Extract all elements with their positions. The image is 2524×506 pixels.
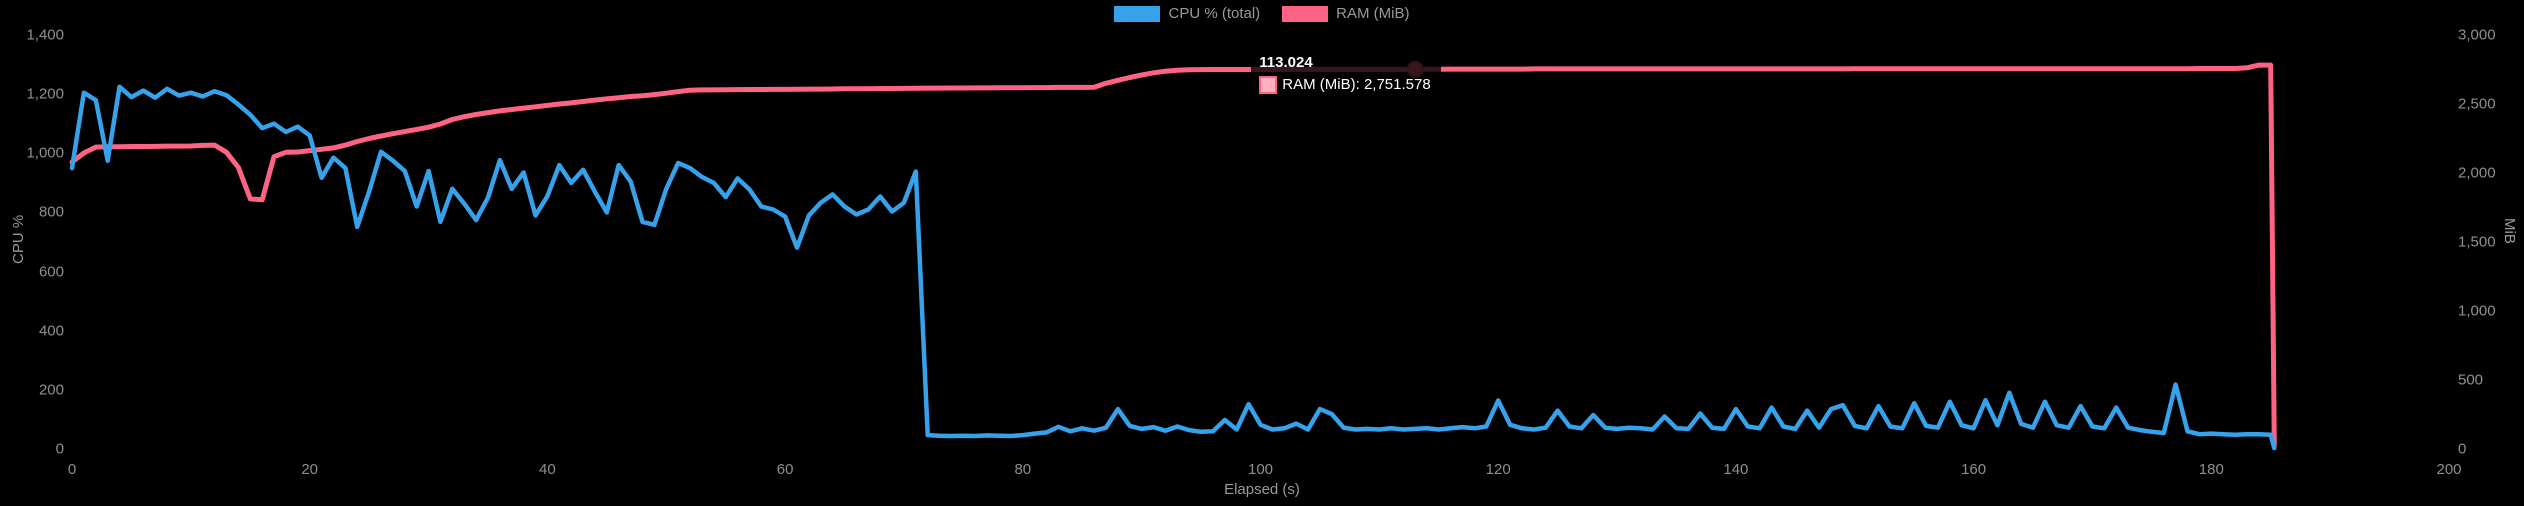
legend: CPU % (total) RAM (MiB) — [0, 6, 2524, 22]
tooltip-series-swatch — [1259, 75, 1278, 94]
axis-tick-label: 140 — [1723, 461, 1749, 478]
axis-tick-label: 200 — [2436, 461, 2462, 478]
axis-tick-label: 1,000 — [26, 144, 64, 162]
axis-tick-label: 2,000 — [2458, 164, 2496, 182]
axis-tick-label: 600 — [38, 263, 64, 281]
cpu-line[interactable] — [69, 84, 2277, 451]
tooltip-body-label: RAM (MiB): 2,751.578 — [1282, 76, 1431, 94]
axis-tick-label: 2,500 — [2458, 95, 2496, 113]
axis-tick-label: 0 — [2458, 440, 2467, 458]
axis-tick-label: 800 — [38, 203, 64, 221]
tooltip: 113.024 RAM (MiB): 2,751.578 — [1251, 47, 1441, 101]
axis-tick-label: 0 — [55, 440, 64, 458]
axis-tick-label: 1,500 — [2458, 233, 2496, 251]
axis-tick-label: 120 — [1485, 461, 1511, 478]
axis-tick-label: 1,200 — [26, 85, 64, 103]
ram-line[interactable] — [69, 62, 2277, 448]
axis-tick-label: 160 — [1961, 461, 1987, 478]
legend-item-ram[interactable]: RAM (MiB) — [1282, 5, 1410, 22]
axis-tick-label: 40 — [539, 461, 556, 478]
axis-tick-label: 180 — [2198, 461, 2224, 478]
axis-tick-label: 500 — [2458, 371, 2484, 389]
right-axis-title: MiB — [2501, 218, 2518, 244]
axis-tick-label: 100 — [1247, 461, 1274, 478]
axis-tick-label: 400 — [38, 322, 64, 340]
axis-tick-label: 1,000 — [2458, 302, 2496, 320]
axis-tick-label: 60 — [776, 461, 794, 478]
axis-tick-label: 200 — [38, 381, 64, 399]
axis-tick-label: 0 — [67, 461, 77, 478]
legend-swatch — [1282, 6, 1329, 22]
axis-tick-label: 3,000 — [2458, 26, 2496, 44]
left-axis-title: CPU % — [10, 214, 27, 264]
tooltip-body-row: RAM (MiB): 2,751.578 — [1259, 75, 1431, 94]
legend-item-cpu[interactable]: CPU % (total) — [1114, 6, 1260, 22]
axis-tick-label: 80 — [1014, 461, 1032, 478]
x-axis-title: Elapsed (s) — [1224, 481, 1300, 498]
legend-label: CPU % (total) — [1168, 5, 1261, 22]
legend-label: RAM (MiB) — [1336, 5, 1410, 22]
legend-swatch — [1114, 6, 1161, 22]
axis-tick-label: 1,400 — [26, 26, 64, 44]
axis-tick-label: 20 — [301, 461, 319, 478]
tooltip-title: 113.024 — [1259, 53, 1313, 71]
